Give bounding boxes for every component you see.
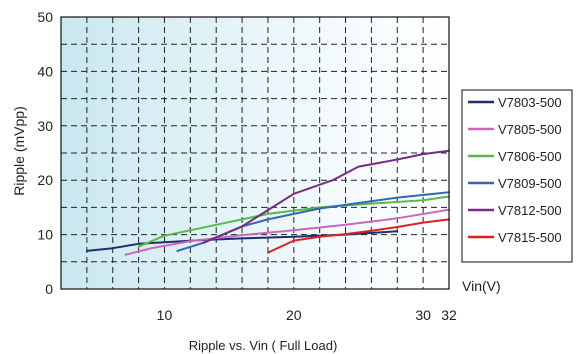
y-tick-label: 10 bbox=[37, 227, 53, 243]
y-tick-label: 20 bbox=[37, 172, 53, 188]
legend-entry-label: V7812-500 bbox=[498, 203, 562, 218]
series-line-3 bbox=[137, 195, 450, 248]
legend-entry-label: V7806-500 bbox=[498, 149, 562, 164]
legend-frame bbox=[461, 89, 573, 263]
tick-labels: 0 10 20 30 40 50 10 20 30 32 bbox=[37, 9, 457, 323]
chart-caption: Ripple vs. Vin ( Full Load) bbox=[189, 338, 338, 353]
series-line-2 bbox=[124, 208, 450, 256]
x-tick-label: 30 bbox=[415, 307, 431, 323]
legend: V7803-500 V7805-500 V7806-500 V7809-500 V781… bbox=[461, 89, 573, 263]
legend-entry-label: V7809-500 bbox=[498, 176, 562, 191]
legend-entry-label: V7805-500 bbox=[498, 122, 562, 137]
y-axis-label: Ripple (mVpp) bbox=[11, 106, 27, 195]
y-tick-label: 30 bbox=[37, 118, 53, 134]
series-layer bbox=[85, 149, 450, 256]
x-tick-label: 20 bbox=[286, 307, 302, 323]
series-line-6 bbox=[266, 218, 450, 254]
plot-frame bbox=[60, 16, 450, 290]
y-tick-label: 0 bbox=[45, 281, 53, 297]
y-tick-label: 40 bbox=[37, 63, 53, 79]
x-axis-label: Vin(V) bbox=[462, 278, 501, 294]
x-tick-label: 32 bbox=[441, 307, 457, 323]
y-tick-label: 50 bbox=[37, 9, 53, 25]
legend-entry-label: V7803-500 bbox=[498, 95, 562, 110]
legend-entry-label: V7815-500 bbox=[498, 230, 562, 245]
series-line-5 bbox=[202, 149, 450, 244]
x-tick-label: 10 bbox=[157, 307, 173, 323]
